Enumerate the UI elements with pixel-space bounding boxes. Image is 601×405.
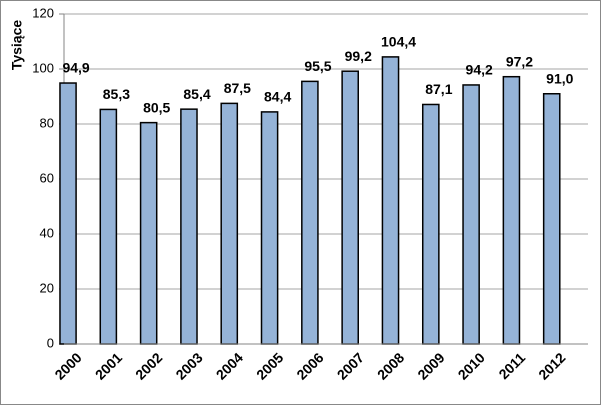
bar (99, 108, 118, 345)
bar (139, 121, 158, 345)
bar (462, 84, 480, 345)
value-label: 87,1 (425, 81, 452, 97)
value-label: 80,5 (143, 99, 170, 115)
value-label: 85,4 (183, 86, 210, 102)
y-tick-label: 40 (40, 225, 54, 240)
y-tick-label: 60 (40, 170, 54, 185)
y-axis-title: Tysiące (9, 20, 25, 71)
y-tick-label: 80 (40, 115, 54, 130)
y-tick-label: 100 (32, 60, 54, 75)
y-tick-label: 0 (47, 335, 54, 350)
value-label: 97,2 (506, 53, 533, 69)
y-tick-label: 120 (32, 5, 54, 20)
value-label: 94,2 (466, 62, 493, 78)
bar (59, 82, 77, 345)
bar (220, 102, 239, 345)
value-label: 94,9 (62, 60, 89, 76)
bar (301, 80, 319, 345)
bar (260, 111, 279, 345)
value-label: 91,0 (546, 70, 573, 86)
value-label: 84,4 (264, 89, 291, 105)
bar (381, 56, 400, 345)
value-label: 95,5 (304, 58, 331, 74)
bar (502, 75, 521, 345)
y-tick-label: 20 (40, 280, 54, 295)
bar (180, 108, 198, 345)
bar (341, 70, 359, 345)
value-label: 85,3 (103, 86, 130, 102)
value-label: 99,2 (345, 48, 372, 64)
bar (542, 93, 561, 345)
value-label: 104,4 (381, 34, 416, 50)
value-label: 87,5 (224, 80, 251, 96)
bar (421, 103, 440, 345)
